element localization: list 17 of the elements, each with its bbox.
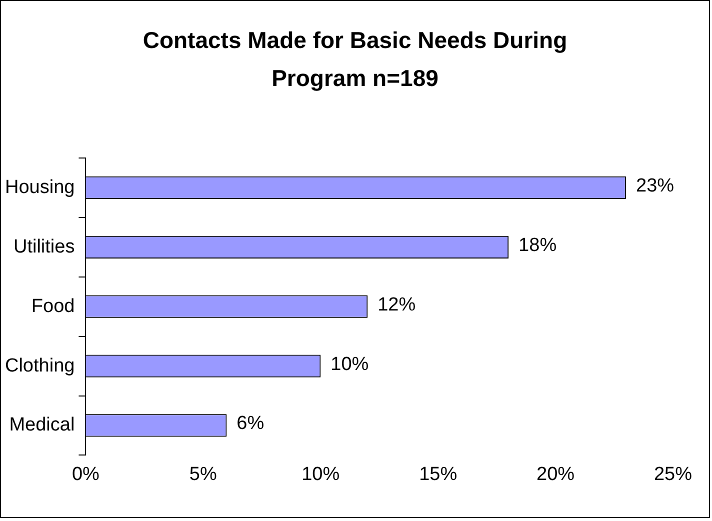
y-tick-label: Medical [9,414,75,436]
y-tick-label: Utilities [13,236,75,258]
data-label: 12% [378,294,416,316]
x-tick-label: 25% [654,464,692,485]
x-tick-label: 20% [536,464,575,485]
x-tick-label: 10% [302,464,340,485]
y-tick-label: Food [31,296,75,317]
chart-title: Contacts Made for Basic Needs During Program n=189 [142,26,568,93]
y-tick-label: Housing [4,176,75,198]
data-label: 10% [330,354,369,375]
data-label: 6% [236,413,264,434]
data-label: 18% [518,234,557,256]
y-tick-label: Clothing [4,355,75,376]
x-tick-label: 5% [189,464,217,485]
x-tick-label: 15% [419,464,458,485]
data-label: 23% [636,175,674,196]
x-tick-label: 0% [72,464,100,485]
